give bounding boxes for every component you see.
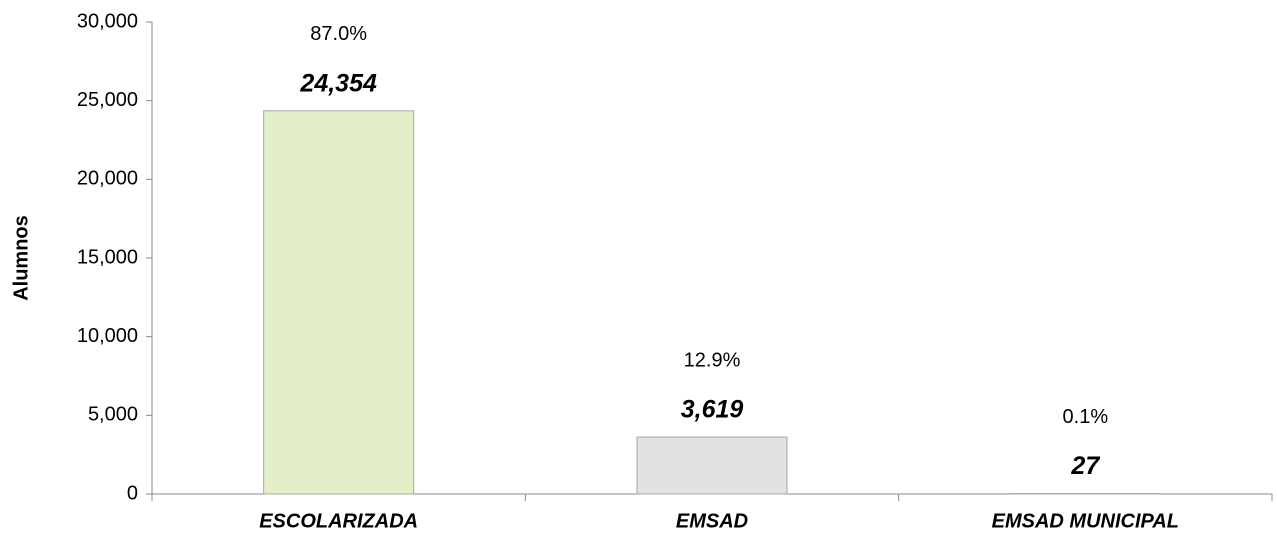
y-tick-label: 15,000 bbox=[77, 246, 138, 268]
value-label: 27 bbox=[1070, 452, 1100, 480]
x-tick-label: ESCOLARIZADA bbox=[259, 510, 418, 532]
y-tick-label: 5,000 bbox=[88, 404, 138, 426]
value-label: 24,354 bbox=[299, 69, 377, 97]
y-tick-label: 30,000 bbox=[77, 10, 138, 32]
percent-label: 0.1% bbox=[1063, 406, 1109, 428]
y-tick-label: 20,000 bbox=[77, 168, 138, 190]
x-tick-label: EMSAD bbox=[676, 510, 748, 532]
y-tick-label: 0 bbox=[127, 482, 138, 504]
bar bbox=[636, 436, 788, 495]
percent-label: 12.9% bbox=[684, 349, 741, 371]
y-tick-label: 10,000 bbox=[77, 325, 138, 347]
bar bbox=[263, 110, 415, 495]
y-axis-label: Alumnos bbox=[10, 215, 32, 301]
x-tick-label: EMSAD MUNICIPAL bbox=[992, 510, 1179, 532]
percent-label: 87.0% bbox=[310, 23, 367, 45]
value-label: 3,619 bbox=[681, 396, 744, 424]
y-tick-label: 25,000 bbox=[77, 89, 138, 111]
